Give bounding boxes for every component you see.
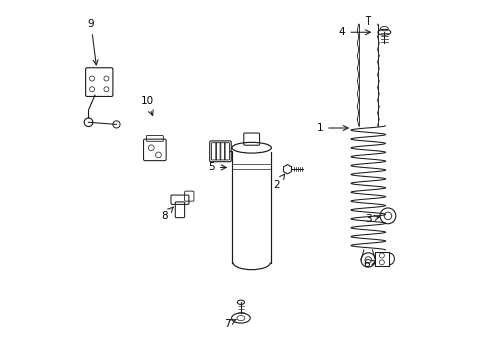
- Text: 3: 3: [364, 215, 379, 224]
- Text: 8: 8: [161, 207, 173, 221]
- Text: 1: 1: [316, 123, 347, 133]
- Text: 9: 9: [87, 19, 98, 65]
- Text: 6: 6: [363, 259, 375, 269]
- Text: 2: 2: [273, 174, 284, 190]
- Text: 7: 7: [224, 319, 236, 329]
- Text: 4: 4: [338, 27, 369, 37]
- Text: 5: 5: [208, 162, 226, 172]
- Text: 10: 10: [140, 96, 153, 115]
